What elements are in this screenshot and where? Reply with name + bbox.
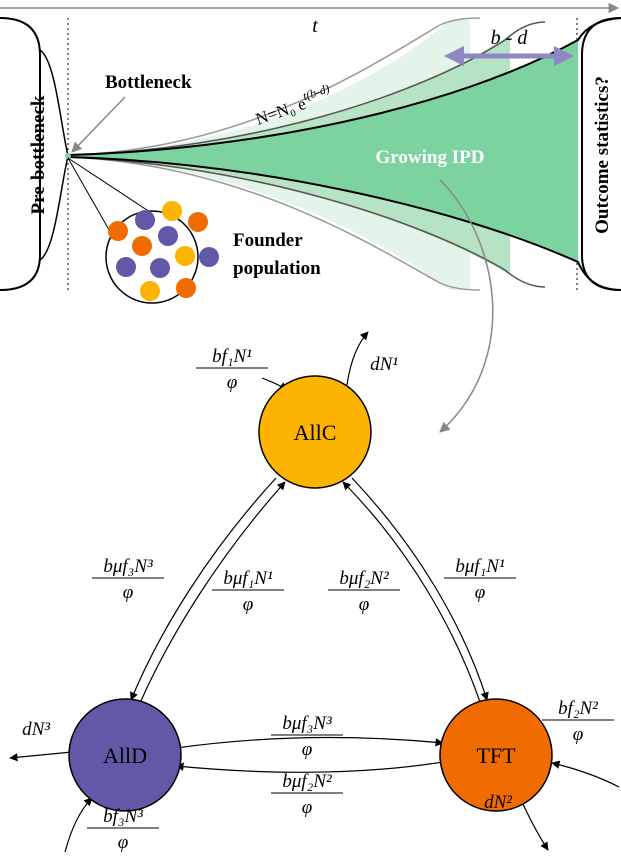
numerator: bμf₁N¹: [223, 568, 273, 589]
node-circle: [439, 698, 553, 812]
numerator: bμf₃N³: [282, 713, 332, 734]
founder-dots: [108, 201, 219, 301]
founder-label: Founder: [233, 230, 303, 251]
denominator: φ: [302, 739, 313, 760]
zoom-line: [67, 157, 113, 236]
link-arrow: [439, 179, 494, 433]
node-label: AllD: [103, 743, 147, 768]
denominator: φ: [227, 372, 238, 393]
center-label: Growing IPD: [376, 147, 485, 168]
node-label: AllC: [294, 420, 337, 445]
numerator: bμf₃N³: [103, 556, 153, 577]
pointer-arrow: [71, 96, 126, 153]
denominator: φ: [118, 832, 129, 853]
rate-label: dN³: [22, 719, 50, 740]
node-circle: [68, 698, 182, 812]
left-label: Pre-bottleneck: [28, 95, 49, 214]
numerator: bμf₂N²: [339, 568, 389, 589]
node-label: TFT: [476, 743, 516, 768]
zoom-line: [67, 157, 151, 213]
curve: [67, 17, 621, 156]
curve: [67, 17, 481, 156]
curve: [67, 156, 481, 291]
curve: [67, 156, 546, 288]
right-label: Outcome statistics?: [592, 76, 613, 234]
rate-label: dN²: [484, 792, 512, 813]
rate-labels: bf₁N¹ φ dN¹ bμf₃N³ φ bμf₁N¹ φ bμf₂N² φ bμf₁N¹ φ bf₂…: [22, 346, 614, 853]
bottleneck-label: Bottleneck: [105, 72, 192, 93]
bottleneck-point: [65, 153, 71, 159]
denominator: φ: [475, 582, 486, 603]
left-bracket: [0, 17, 41, 291]
numerator: bμf₁N¹: [455, 556, 505, 577]
numerator: bf₃N³: [103, 806, 143, 827]
denominator: φ: [243, 594, 254, 615]
growth-funnel: [68, 40, 578, 262]
growth-panel: t b - d Pre-bottleneck Outcome statistic…: [0, 2, 621, 433]
edges: [9, 331, 620, 853]
denominator: φ: [359, 594, 370, 615]
curve: [67, 156, 621, 291]
rate-label: dN¹: [370, 354, 398, 375]
curve: [67, 21, 546, 156]
curve: [39, 49, 69, 261]
time-label: t: [312, 15, 318, 37]
numerator: bf₁N¹: [212, 346, 252, 367]
denominator: φ: [302, 797, 313, 818]
numerator: bμf₂N²: [282, 771, 332, 792]
founder-label: population: [233, 258, 321, 279]
rate-label: b - d: [491, 27, 529, 49]
numerator: bf₂N²: [558, 698, 598, 719]
denominator: φ: [573, 724, 584, 745]
denominator: φ: [123, 582, 134, 603]
node-circle: [258, 375, 372, 489]
